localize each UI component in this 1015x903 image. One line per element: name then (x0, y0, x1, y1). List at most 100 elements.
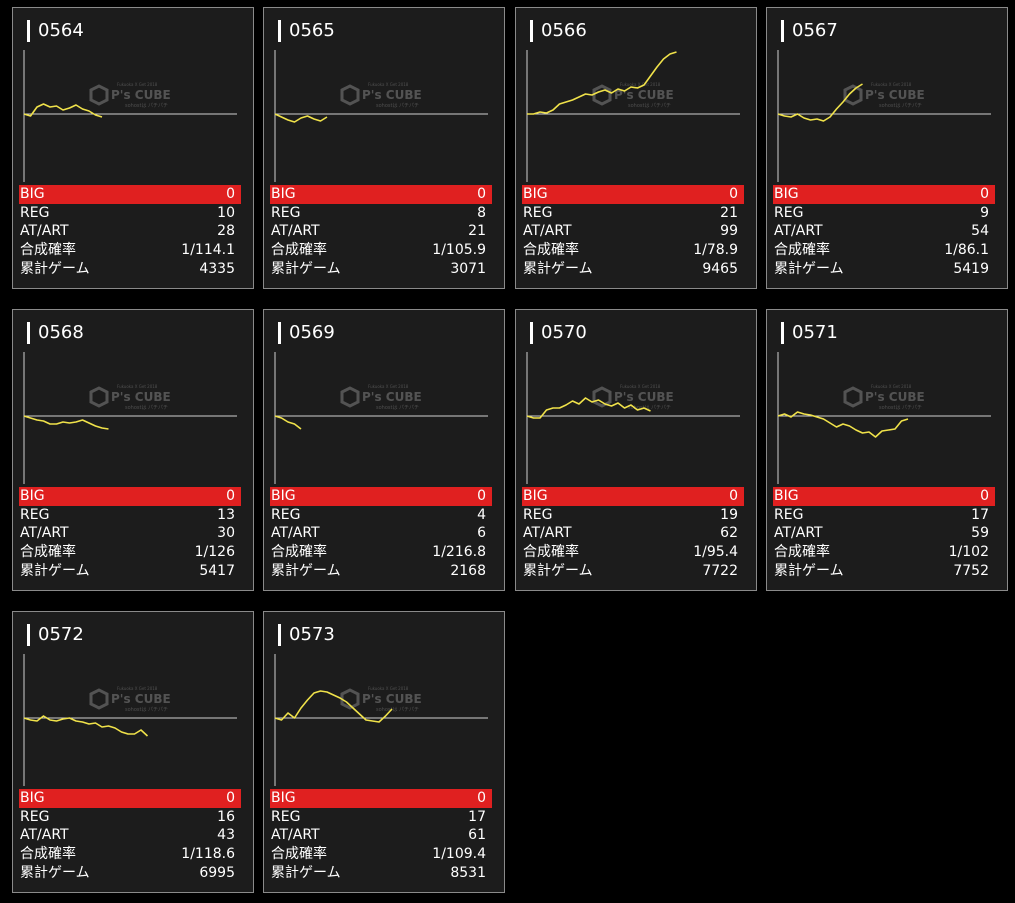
stats-table: BIG 0 REG 9 AT/ART 54 合成確率 1/86.1 累計ゲーム 5419 (773, 185, 995, 278)
stat-label: AT/ART (523, 525, 572, 542)
machine-card-0571[interactable]: 0571 Fukuoka X Get 2018 P's CUBE sohostは パチ… (766, 309, 1008, 591)
stat-row-games: 累計ゲーム 8531 (270, 864, 492, 883)
stat-value: 1/109.4 (432, 846, 486, 863)
stat-label: 累計ゲーム (271, 260, 341, 277)
stat-value: 54 (971, 223, 989, 240)
stats-table: BIG 0 REG 21 AT/ART 99 合成確率 1/78.9 累計ゲーム 9465 (522, 185, 744, 278)
stat-value: 1/216.8 (432, 544, 486, 561)
watermark-top-text: Fukuoka X Get 2018 (620, 384, 661, 389)
stat-row-atart: AT/ART 28 (19, 222, 241, 241)
stat-row-rate: 合成確率 1/126 (19, 543, 241, 562)
stat-value: 28 (217, 223, 235, 240)
machine-card-0573[interactable]: 0573 Fukuoka X Get 2018 P's CUBE sohostは パチ… (263, 611, 505, 893)
stats-table: BIG 0 REG 16 AT/ART 43 合成確率 1/118.6 累計ゲーム 6995 (19, 789, 241, 882)
stat-label: AT/ART (271, 223, 320, 240)
trend-line (23, 103, 103, 118)
stat-value: 21 (720, 204, 738, 221)
stat-row-big: BIG 0 (270, 487, 492, 506)
stat-row-reg: REG 10 (19, 204, 241, 223)
stat-label: 合成確率 (523, 544, 579, 561)
cube-icon (592, 386, 612, 408)
watermark-brand-text: P's CUBE (362, 88, 422, 102)
machine-number: 0566 (530, 20, 587, 42)
stat-row-rate: 合成確率 1/95.4 (522, 543, 744, 562)
watermark-bottom-text: sohostは パチパチ (628, 103, 671, 109)
machine-card-0568[interactable]: 0568 Fukuoka X Get 2018 P's CUBE sohostは パチ… (12, 309, 254, 591)
stat-row-games: 累計ゲーム 6995 (19, 864, 241, 883)
stat-label: 累計ゲーム (271, 562, 341, 579)
stat-value: 5419 (953, 260, 989, 277)
stat-label: BIG (774, 186, 799, 202)
watermark-brand-text: P's CUBE (614, 88, 674, 102)
watermark-top-text: Fukuoka X Get 2018 (368, 82, 409, 87)
cube-icon (340, 688, 360, 710)
watermark-bottom-text: sohostは パチパチ (125, 707, 168, 713)
stat-row-rate: 合成確率 1/109.4 (270, 845, 492, 864)
watermark-top-text: Fukuoka X Get 2018 (871, 384, 912, 389)
stat-row-reg: REG 9 (773, 204, 995, 223)
trend-line (23, 415, 109, 430)
stat-label: 累計ゲーム (523, 260, 593, 277)
watermark-top-text: Fukuoka X Get 2018 (871, 82, 912, 87)
stat-row-rate: 合成確率 1/118.6 (19, 845, 241, 864)
stat-value: 0 (729, 186, 738, 202)
stat-row-atart: AT/ART 43 (19, 826, 241, 845)
watermark-brand-text: P's CUBE (111, 88, 171, 102)
stat-value: 0 (477, 186, 486, 202)
trend-line (527, 51, 677, 115)
stats-table: BIG 0 REG 4 AT/ART 6 合成確率 1/216.8 累計ゲーム 2168 (270, 487, 492, 580)
watermark-bottom-text: sohostは パチパチ (628, 405, 671, 411)
stat-row-big: BIG 0 (773, 487, 995, 506)
stat-label: BIG (271, 488, 296, 504)
stat-value: 0 (226, 488, 235, 504)
stat-row-rate: 合成確率 1/86.1 (773, 241, 995, 260)
stat-row-big: BIG 0 (522, 487, 744, 506)
stat-label: AT/ART (774, 525, 823, 542)
stat-row-big: BIG 0 (19, 789, 241, 808)
cube-icon (340, 386, 360, 408)
machine-card-0564[interactable]: 0564 Fukuoka X Get 2018 P's CUBE sohostは パチ… (12, 7, 254, 289)
machine-card-0565[interactable]: 0565 Fukuoka X Get 2018 P's CUBE sohostは パチ… (263, 7, 505, 289)
watermark-brand-text: P's CUBE (865, 88, 925, 102)
trend-line (777, 411, 909, 438)
stat-label: 合成確率 (271, 544, 327, 561)
machine-card-0572[interactable]: 0572 Fukuoka X Get 2018 P's CUBE sohostは パチ… (12, 611, 254, 893)
stat-value: 59 (971, 525, 989, 542)
stat-value: 0 (477, 488, 486, 504)
stat-label: BIG (774, 488, 799, 504)
stat-value: 0 (729, 488, 738, 504)
machine-card-0567[interactable]: 0567 Fukuoka X Get 2018 P's CUBE sohostは パチ… (766, 7, 1008, 289)
stat-row-atart: AT/ART 6 (270, 524, 492, 543)
watermark-bottom-text: sohostは パチパチ (376, 707, 419, 713)
stat-value: 0 (980, 186, 989, 202)
stat-label: REG (774, 506, 804, 523)
stats-table: BIG 0 REG 17 AT/ART 61 合成確率 1/109.4 累計ゲーム 8531 (270, 789, 492, 882)
machine-number: 0572 (27, 624, 84, 646)
stat-row-rate: 合成確率 1/216.8 (270, 543, 492, 562)
stat-row-atart: AT/ART 61 (270, 826, 492, 845)
watermark-top-text: Fukuoka X Get 2018 (117, 384, 158, 389)
machine-card-0569[interactable]: 0569 Fukuoka X Get 2018 P's CUBE sohostは パチ… (263, 309, 505, 591)
stat-label: REG (271, 204, 301, 221)
stat-row-games: 累計ゲーム 7752 (773, 562, 995, 581)
stat-label: 累計ゲーム (774, 562, 844, 579)
stat-label: REG (20, 204, 50, 221)
trend-line (274, 113, 328, 123)
watermark-top-text: Fukuoka X Get 2018 (620, 82, 661, 87)
stat-value: 0 (980, 488, 989, 504)
machine-card-0566[interactable]: 0566 Fukuoka X Get 2018 P's CUBE sohostは パチ… (515, 7, 757, 289)
stat-label: 累計ゲーム (20, 864, 90, 881)
stat-row-reg: REG 13 (19, 506, 241, 525)
stat-row-reg: REG 16 (19, 808, 241, 827)
stat-row-games: 累計ゲーム 9465 (522, 260, 744, 279)
machine-card-0570[interactable]: 0570 Fukuoka X Get 2018 P's CUBE sohostは パチ… (515, 309, 757, 591)
machine-number: 0565 (278, 20, 335, 42)
stat-value: 4 (477, 506, 486, 523)
